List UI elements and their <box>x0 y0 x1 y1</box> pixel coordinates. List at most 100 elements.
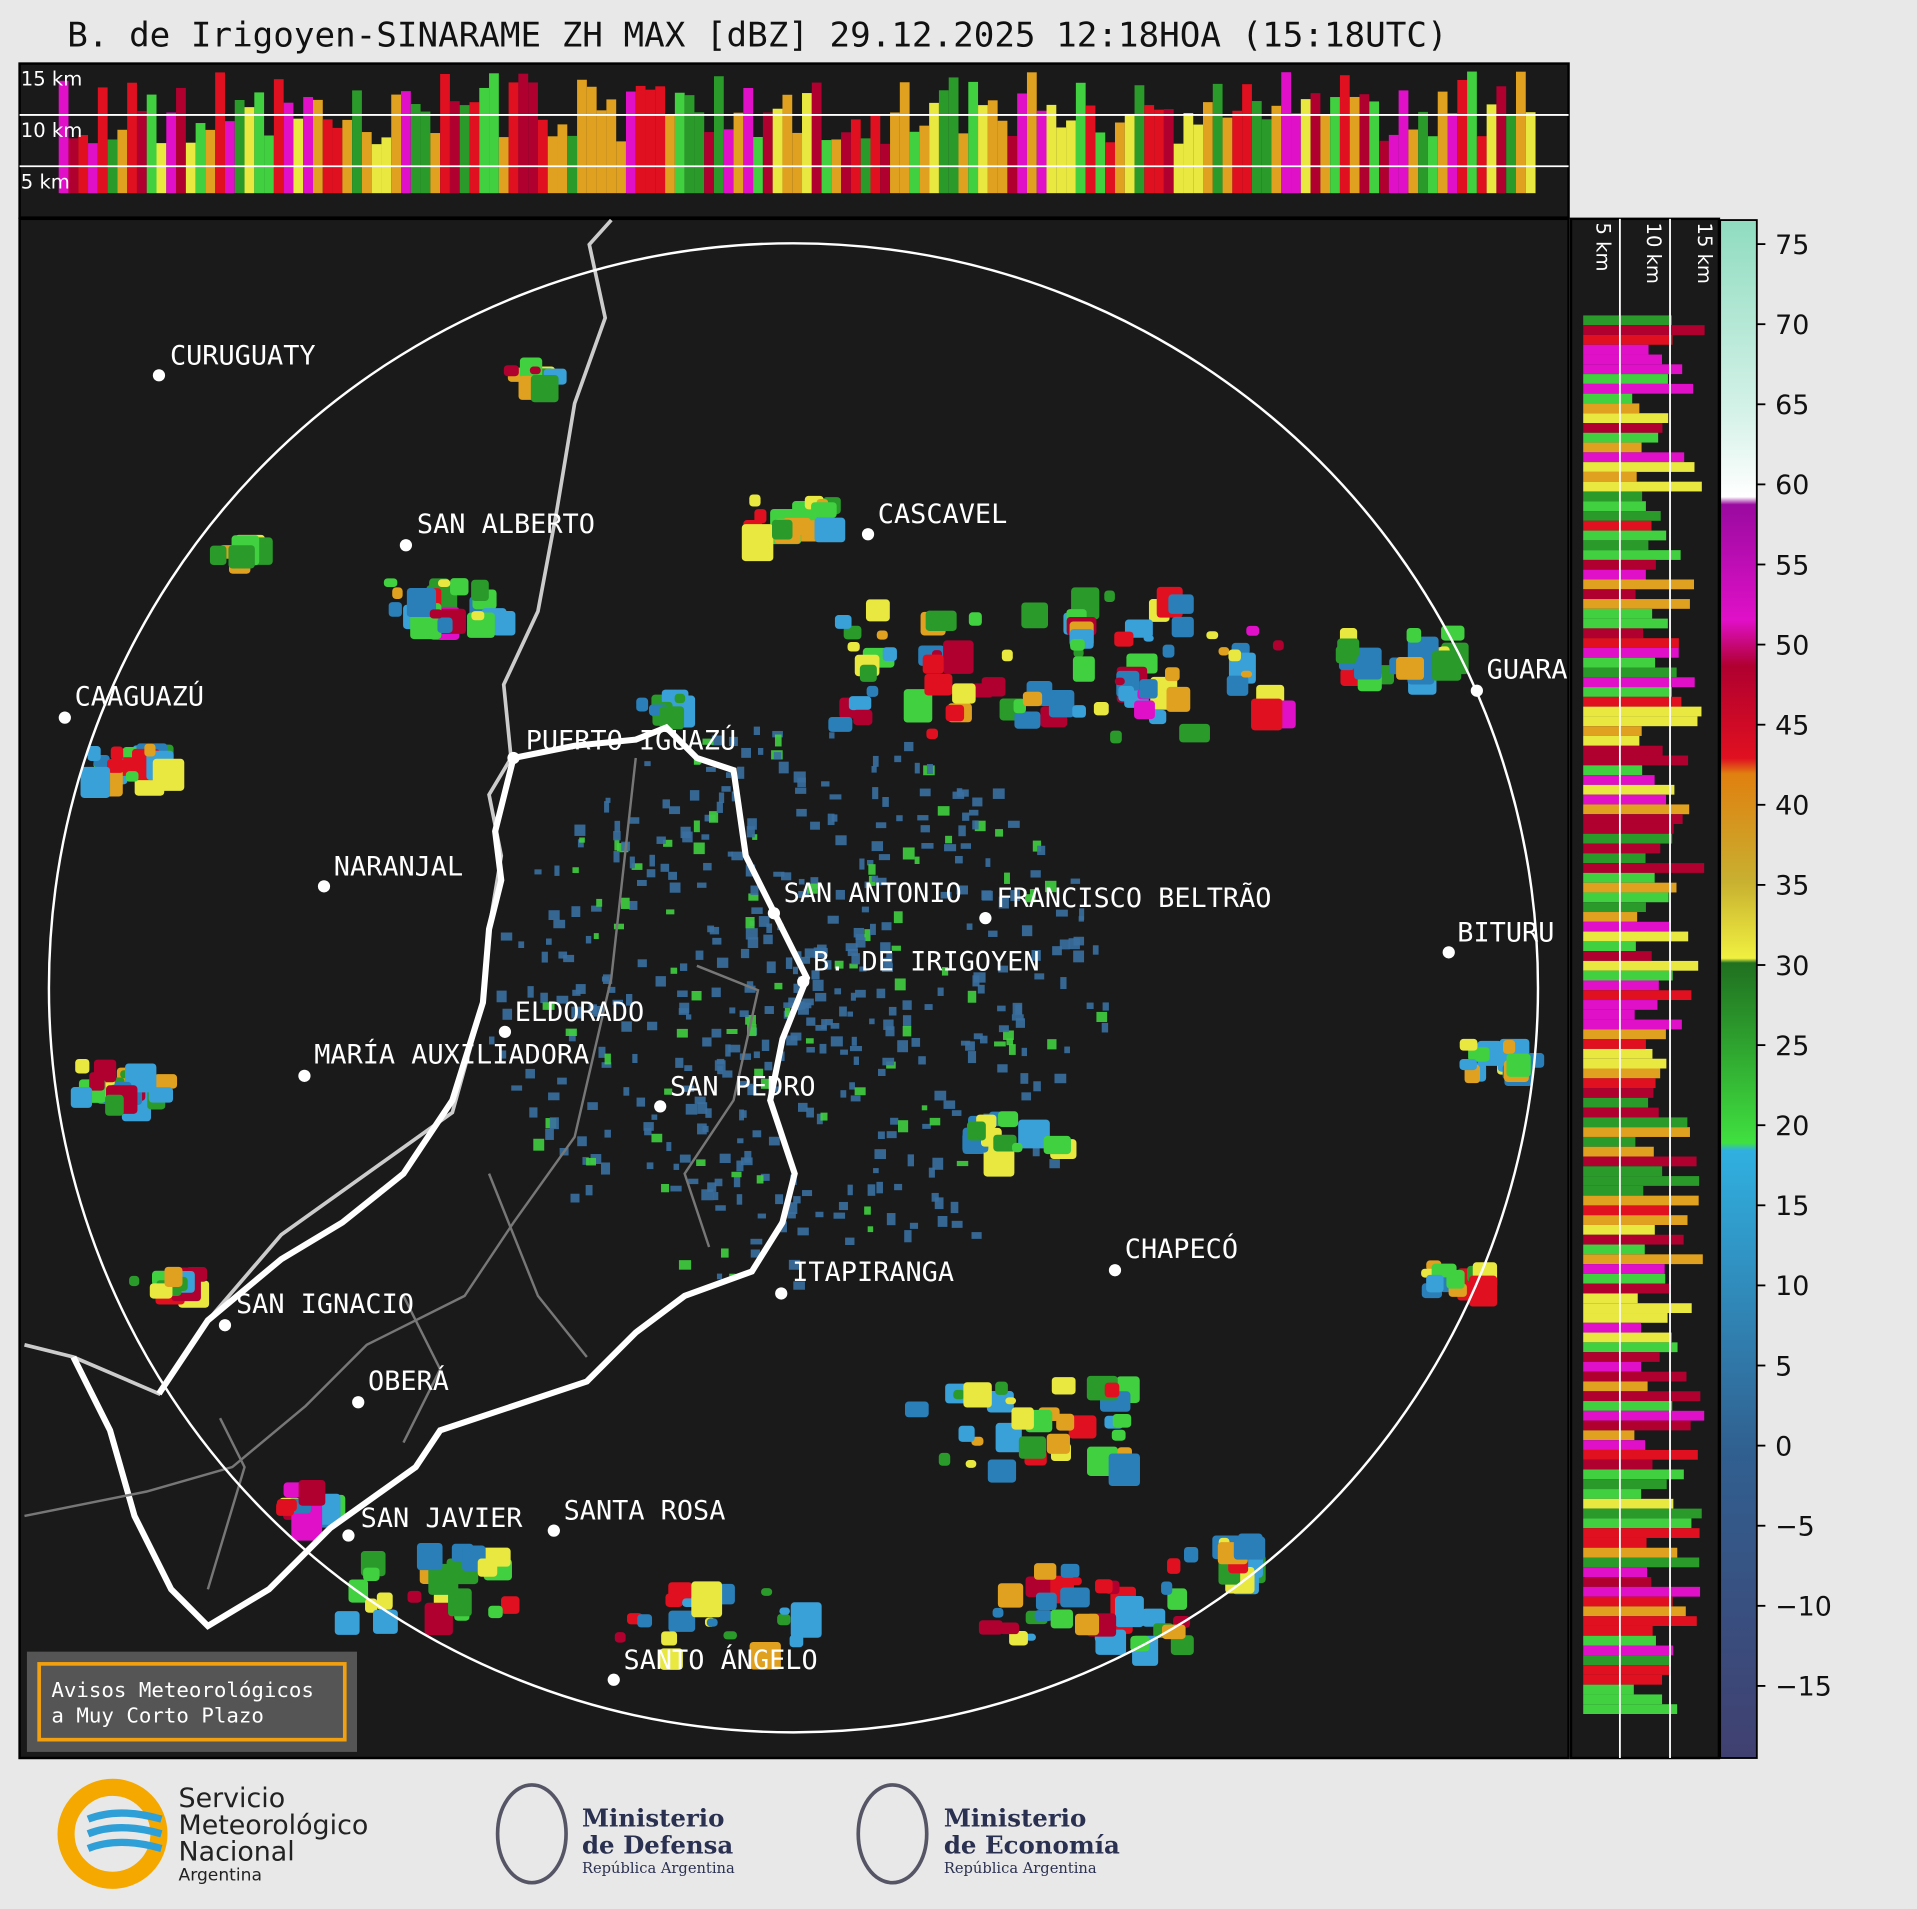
echo-pixel <box>707 925 715 933</box>
logo-text: Nacional <box>179 1837 295 1868</box>
echo-pixel <box>756 1175 764 1184</box>
echo-pixel <box>993 1134 1017 1152</box>
echo-pixel <box>972 975 980 987</box>
echo-pixel <box>876 630 888 640</box>
colorbar-tick-label: 5 <box>1775 1351 1792 1382</box>
profile-row <box>1583 823 1674 834</box>
echo-pixel <box>754 1068 764 1077</box>
colorbar-tick-label: −5 <box>1775 1512 1815 1543</box>
echo-pixel <box>802 1190 813 1197</box>
echo-pixel <box>668 1610 696 1632</box>
echo-pixel <box>1112 1413 1132 1428</box>
echo-pixel <box>951 1110 962 1116</box>
echo-pixel <box>772 519 793 540</box>
profile-row <box>1583 980 1659 991</box>
echo-pixel <box>748 893 759 901</box>
echo-pixel <box>764 1061 773 1071</box>
echo-pixel <box>802 998 814 1006</box>
profile-column <box>938 90 949 194</box>
echo-pixel <box>1034 1610 1053 1622</box>
profile-row <box>1583 1048 1653 1059</box>
echo-pixel <box>918 1056 926 1065</box>
echo-pixel <box>438 579 451 588</box>
profile-row <box>1583 1029 1666 1040</box>
profile-column <box>753 137 763 194</box>
echo-pixel <box>914 762 920 774</box>
echo-pixel <box>781 872 792 881</box>
echo-pixel <box>827 813 835 826</box>
echo-pixel <box>712 1192 719 1201</box>
echo-pixel <box>784 1007 791 1017</box>
profile-column <box>459 105 470 194</box>
echo-pixel <box>871 766 877 773</box>
city-dot <box>58 711 71 724</box>
echo-pixel <box>663 839 673 847</box>
echo-pixel <box>773 871 785 877</box>
echo-pixel <box>703 862 712 871</box>
echo-pixel <box>678 1260 692 1270</box>
profile-row <box>1583 1694 1663 1705</box>
echo-pixel <box>925 610 957 631</box>
echo-pixel <box>587 1102 598 1110</box>
echo-pixel <box>693 842 705 855</box>
profile-column <box>547 136 558 194</box>
echo-pixel <box>546 938 552 945</box>
echo-pixel <box>945 835 953 844</box>
profile-column <box>58 80 69 194</box>
profile-row <box>1583 1440 1646 1450</box>
profile-row <box>1583 912 1638 922</box>
echo-pixel <box>1108 1453 1140 1487</box>
echo-pixel <box>1110 730 1122 744</box>
profile-column <box>968 81 979 194</box>
profile-column <box>1154 109 1164 194</box>
profile-column <box>1017 93 1027 194</box>
city-dot <box>654 1100 667 1113</box>
echo-pixel <box>548 1092 560 1101</box>
echo-pixel <box>684 1065 693 1072</box>
echo-pixel <box>644 761 651 767</box>
city-label: ELDORADO <box>515 997 644 1028</box>
echo-pixel <box>747 937 759 949</box>
echo-pixel <box>965 1459 977 1468</box>
echo-pixel <box>850 1095 861 1102</box>
city-dot <box>547 1524 560 1537</box>
profile-row <box>1583 1264 1665 1274</box>
echo-pixel <box>749 494 761 507</box>
echo-pixel <box>739 1010 749 1017</box>
profile-column <box>78 135 89 194</box>
echo-pixel <box>903 689 933 723</box>
echo-pixel <box>125 771 139 782</box>
echo-pixel <box>726 1028 738 1035</box>
echo-pixel <box>697 1123 707 1135</box>
profile-column <box>1075 82 1086 194</box>
echo-pixel <box>1143 634 1154 642</box>
echo-pixel <box>110 746 124 761</box>
colorbar-tick-label: −15 <box>1775 1672 1832 1703</box>
city-label: CASCAVEL <box>878 499 1007 530</box>
echo-pixel <box>869 1018 875 1025</box>
echo-pixel <box>721 786 731 792</box>
echo-pixel <box>849 1045 862 1052</box>
echo-pixel <box>793 983 801 993</box>
echo-pixel <box>812 979 824 992</box>
echo-pixel <box>810 821 820 830</box>
echo-pixel <box>572 867 579 873</box>
profile-column <box>508 82 519 194</box>
notice: Avisos Meteorológicos a Muy Corto Plazo <box>26 1651 358 1752</box>
echo-pixel <box>670 1185 682 1192</box>
echo-pixel <box>740 948 750 959</box>
echo-pixel <box>952 683 976 704</box>
city-dot <box>797 975 810 988</box>
height-label: 15 km <box>1693 223 1716 284</box>
echo-pixel <box>1130 1635 1150 1652</box>
profile-column <box>1476 136 1487 194</box>
echo-pixel <box>702 738 714 745</box>
echo-pixel <box>796 808 807 817</box>
echo-pixel <box>228 545 255 569</box>
echo-pixel <box>871 875 879 882</box>
echo-pixel <box>107 759 125 773</box>
echo-pixel <box>1030 870 1041 878</box>
echo-pixel <box>774 734 782 747</box>
profile-column <box>1281 72 1292 194</box>
echo-pixel <box>598 1046 606 1058</box>
